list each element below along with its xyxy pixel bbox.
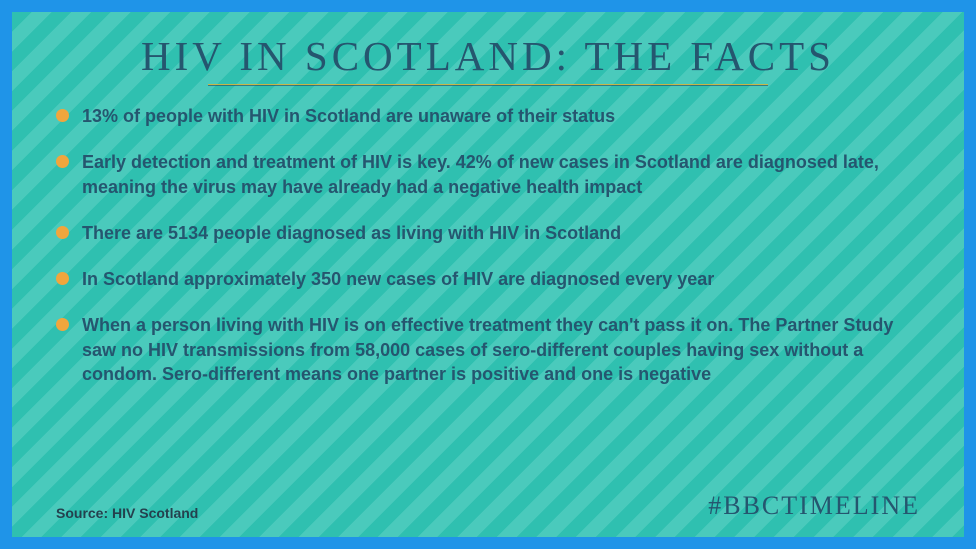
title-underline — [208, 84, 768, 86]
outer-frame: HIV IN SCOTLAND: THE FACTS 13% of people… — [0, 0, 976, 549]
footer: Source: HIV Scotland #BBCTIMELINE — [50, 491, 926, 523]
fact-item: Early detection and treatment of HIV is … — [56, 150, 926, 199]
facts-list: 13% of people with HIV in Scotland are u… — [50, 104, 926, 491]
source-text: Source: HIV Scotland — [56, 505, 198, 521]
fact-item: In Scotland approximately 350 new cases … — [56, 267, 926, 291]
fact-item: There are 5134 people diagnosed as livin… — [56, 221, 926, 245]
fact-item: 13% of people with HIV in Scotland are u… — [56, 104, 926, 128]
fact-item: When a person living with HIV is on effe… — [56, 313, 926, 386]
infographic-panel: HIV IN SCOTLAND: THE FACTS 13% of people… — [12, 12, 964, 537]
hashtag-text: #BBCTIMELINE — [708, 491, 920, 521]
page-title: HIV IN SCOTLAND: THE FACTS — [50, 32, 926, 80]
